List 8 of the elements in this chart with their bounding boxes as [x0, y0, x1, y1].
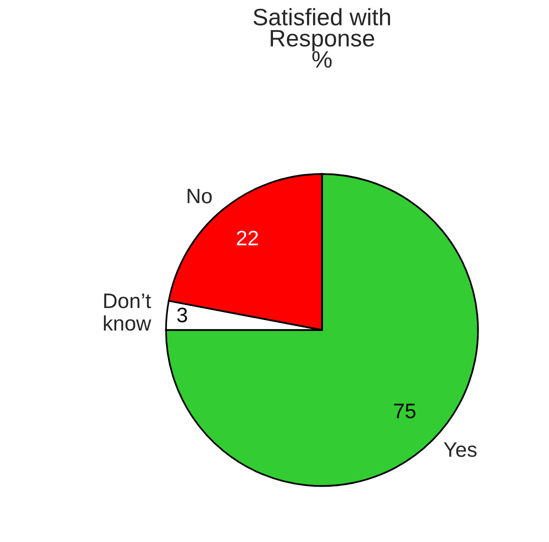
- slice-label: Yes: [444, 442, 477, 457]
- slice-label: No: [188, 188, 212, 204]
- slice-label: Don’t know: [104, 294, 152, 331]
- data-label: 22: [236, 230, 258, 246]
- pie-slice: [165, 173, 479, 487]
- data-label: 75: [394, 404, 416, 418]
- chart-title: Satisfied with Response %: [254, 8, 390, 68]
- data-label: 3: [177, 308, 188, 322]
